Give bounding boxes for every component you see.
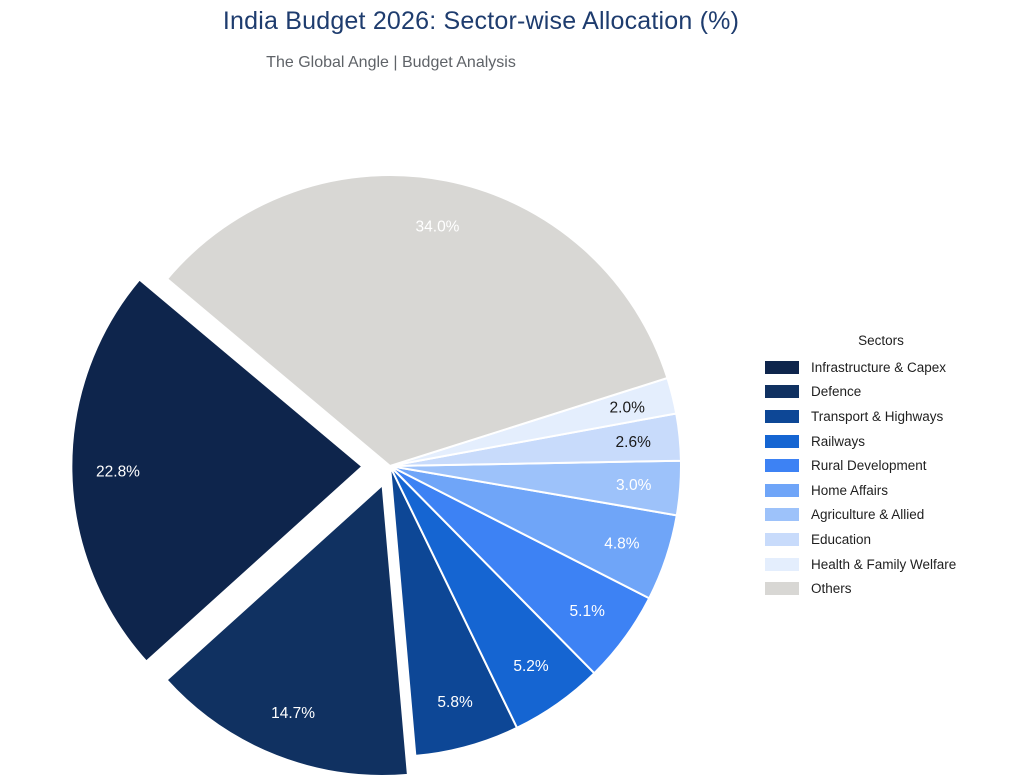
legend-item-transport-highways: Transport & Highways [765,404,997,429]
legend-swatch [765,483,799,497]
pie-slice-others [166,173,669,467]
legend-label: Infrastructure & Capex [811,359,947,375]
pie-slice-percent-label: 14.7% [271,705,315,722]
legend-swatch [765,532,799,546]
pie-slice-percent-label: 4.8% [604,536,640,553]
pie-slice-infrastructure-capex [70,278,364,663]
legend-item-education: Education [765,527,997,552]
legend-item-railways: Railways [765,429,997,454]
legend-label: Education [811,531,872,547]
legend-swatch [765,459,799,473]
legend-label: Health & Family Welfare [811,556,957,572]
legend-swatch [765,385,799,399]
legend-label: Rural Development [811,458,927,474]
page-title: India Budget 2026: Sector-wise Allocatio… [222,7,740,35]
legend-title: Sectors [858,333,904,348]
legend-item-agriculture-allied: Agriculture & Allied [765,503,997,528]
legend-item-rural-development: Rural Development [765,453,997,478]
legend-label: Transport & Highways [811,408,944,424]
legend-swatch [765,360,799,374]
pie-slice-percent-label: 5.8% [437,694,473,711]
legend-label: Agriculture & Allied [811,507,925,523]
legend-swatch [765,582,799,596]
legend-item-home-affairs: Home Affairs [765,478,997,503]
legend-items: Infrastructure & Capex Defence Transport &… [765,355,997,601]
pie-slice-defence [165,483,409,777]
legend-item-health-family-welfare: Health & Family Welfare [765,552,997,577]
legend-label: Defence [811,384,862,400]
page-subtitle: The Global Angle | Budget Analysis [266,54,516,71]
legend-item-defence: Defence [765,380,997,405]
pie-slice-percent-label: 2.0% [610,399,646,416]
legend-item-others: Others [765,576,997,601]
pie-slice-percent-label: 5.1% [570,603,606,620]
legend-swatch [765,434,799,448]
legend-label: Railways [811,433,866,449]
legend-item-infrastructure-capex: Infrastructure & Capex [765,355,997,380]
legend-swatch [765,557,799,571]
legend: Sectors Infrastructure & Capex Defence Tra… [765,331,997,601]
pie-slice-percent-label: 34.0% [416,219,460,236]
pie-slice-percent-label: 22.8% [96,463,140,480]
legend-swatch [765,409,799,423]
pie-slice-percent-label: 2.6% [616,434,652,451]
legend-label: Home Affairs [811,482,889,498]
pie-slice-percent-label: 5.2% [513,658,549,675]
legend-swatch [765,508,799,522]
legend-label: Others [811,581,852,597]
pie-slice-percent-label: 3.0% [616,477,652,494]
